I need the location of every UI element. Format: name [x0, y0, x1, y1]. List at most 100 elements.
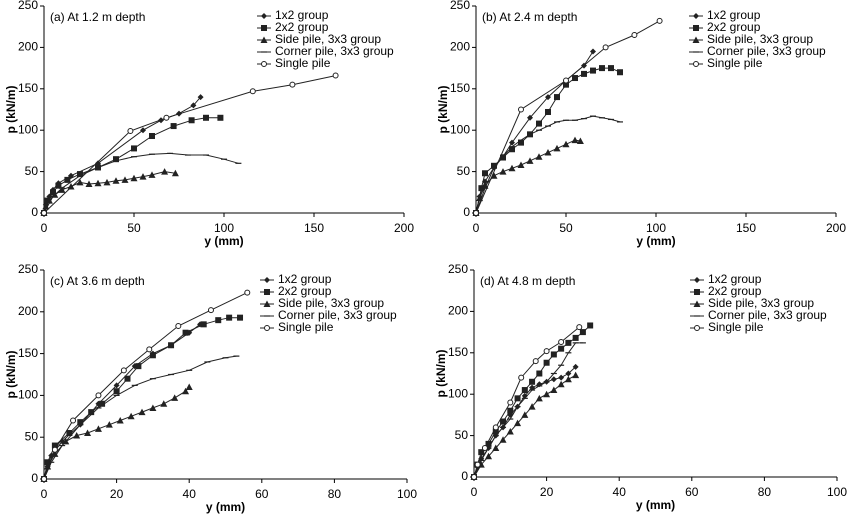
y-axis-title: p (kN/m) [4, 85, 18, 133]
marker-diamond [509, 139, 515, 146]
legend-label: 2x2 group [278, 284, 332, 298]
marker-triangle [67, 183, 75, 190]
marker-diamond [264, 277, 270, 283]
marker-square [203, 114, 209, 121]
marker-circle [518, 374, 525, 381]
marker-square [149, 132, 155, 139]
marker-triangle [185, 383, 193, 391]
panel-title: (c) At 3.6 m depth [50, 274, 145, 288]
series-line [475, 20, 660, 214]
y-tick-label: 50 [25, 429, 39, 443]
marker-triangle [576, 137, 584, 144]
marker-square [507, 407, 514, 414]
x-tick-label: 0 [473, 221, 480, 235]
marker-square [51, 442, 58, 449]
marker-diamond [527, 114, 533, 121]
y-tick-label: 200 [448, 304, 468, 318]
marker-diamond [190, 102, 197, 109]
y-tick-label: 150 [18, 346, 38, 360]
marker-circle [507, 399, 514, 406]
marker-square [50, 189, 56, 196]
marker-square [694, 289, 700, 295]
marker-square [536, 120, 542, 127]
x-tick-label: 100 [397, 487, 417, 501]
marker-square [55, 182, 62, 189]
legend-label: 1x2 group [275, 8, 329, 22]
y-tick-label: 0 [463, 205, 470, 219]
y-tick-label: 100 [448, 386, 468, 400]
marker-diamond [113, 382, 120, 389]
marker-triangle [544, 149, 552, 156]
marker-triangle [85, 180, 93, 188]
y-tick-label: 250 [18, 262, 38, 276]
marker-square [237, 314, 244, 321]
x-tick-label: 100 [827, 485, 847, 499]
marker-square [608, 65, 614, 72]
marker-circle [694, 325, 700, 331]
y-axis-title: p (kN/m) [436, 85, 450, 133]
marker-triangle [564, 375, 572, 383]
marker-circle [558, 339, 565, 346]
marker-circle [41, 476, 47, 482]
marker-triangle [149, 404, 157, 411]
marker-triangle [103, 178, 111, 186]
marker-triangle [42, 202, 50, 210]
legend-label: 2x2 group [707, 20, 761, 34]
marker-triangle [528, 403, 536, 410]
marker-triangle [76, 178, 84, 186]
marker-square [261, 25, 267, 31]
y-tick-label: 200 [450, 40, 470, 54]
marker-square [485, 440, 492, 447]
marker-triangle [692, 36, 700, 43]
legend-label: Single pile [278, 320, 334, 334]
y-tick-label: 150 [450, 81, 470, 95]
x-tick-label: 100 [646, 221, 666, 235]
legend-label: Single pile [707, 56, 763, 70]
marker-triangle [526, 157, 534, 164]
marker-square [217, 114, 224, 121]
x-tick-label: 200 [394, 221, 414, 235]
x-tick-label: 40 [183, 487, 197, 501]
marker-circle [163, 114, 170, 121]
marker-circle [481, 445, 488, 452]
marker-square [482, 170, 488, 177]
y-tick-label: 200 [18, 40, 38, 54]
panel: 0 50 100 150 200 250 0 50 100 150 200 y (mm) p (kN/m… [436, 0, 846, 248]
x-tick-label: 50 [127, 221, 141, 235]
marker-square [590, 67, 596, 74]
marker-triangle [492, 444, 500, 452]
x-tick-label: 0 [471, 485, 478, 499]
legend-label: 2x2 group [708, 284, 762, 298]
marker-triangle [160, 400, 168, 407]
marker-triangle [499, 168, 507, 175]
marker-diamond [545, 94, 551, 101]
marker-square [579, 329, 586, 336]
marker-circle [471, 474, 477, 480]
marker-circle [631, 31, 638, 38]
marker-triangle [121, 176, 129, 183]
marker-square [64, 176, 71, 183]
legend-label: 2x2 group [275, 20, 329, 34]
marker-square [500, 418, 507, 425]
marker-square [135, 363, 142, 370]
marker-triangle [571, 136, 579, 144]
marker-circle [244, 289, 251, 296]
marker-square [99, 400, 106, 407]
marker-circle [693, 61, 699, 67]
marker-triangle [490, 172, 498, 179]
marker-circle [120, 367, 127, 374]
marker-triangle [73, 432, 81, 439]
marker-circle [473, 210, 479, 216]
marker-square [500, 154, 506, 161]
marker-triangle [58, 186, 66, 193]
x-axis-title: y (mm) [636, 234, 675, 248]
marker-diamond [694, 277, 700, 283]
marker-triangle [116, 416, 124, 424]
legend-label: 1x2 group [278, 272, 332, 286]
marker-square [200, 321, 207, 328]
marker-triangle [127, 412, 135, 420]
marker-triangle [130, 174, 138, 182]
y-tick-label: 50 [25, 164, 39, 178]
marker-circle [249, 88, 256, 95]
